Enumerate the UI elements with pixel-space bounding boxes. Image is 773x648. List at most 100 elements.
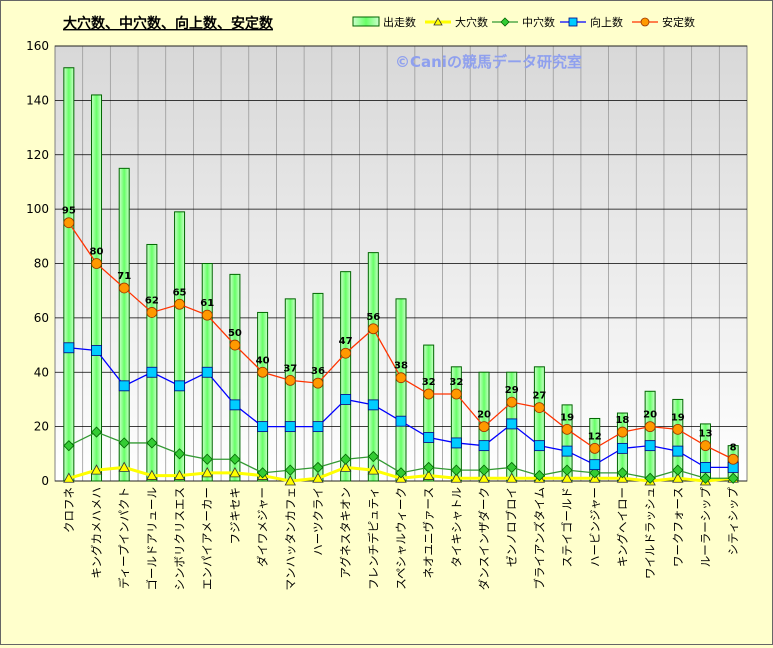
x-tick-label: フジキセキ	[228, 487, 242, 545]
point-中穴数	[229, 453, 241, 465]
point-安定数	[367, 323, 379, 335]
legend-marker	[568, 17, 578, 27]
point-中穴数	[173, 448, 186, 460]
data-label: 13	[699, 429, 713, 440]
point-安定数	[174, 298, 185, 310]
point-中穴数	[672, 464, 684, 476]
point-向上数	[478, 440, 490, 452]
data-label: 12	[588, 431, 602, 442]
x-tick-label: エンパイアメーカー	[200, 487, 214, 590]
point-向上数	[91, 345, 102, 356]
legend-marker	[500, 17, 510, 27]
x-tick-label: フレンチデピュティ	[366, 487, 380, 590]
legend-label: 向上数	[590, 15, 623, 29]
point-向上数	[63, 342, 75, 354]
point-中穴数	[63, 440, 75, 452]
x-tick-label: ワイルドラッシュ	[643, 487, 657, 579]
legend-label: 安定数	[662, 15, 695, 29]
data-label: 20	[477, 410, 491, 421]
point-中穴数	[395, 467, 407, 479]
point-向上数	[450, 437, 462, 449]
point-中穴数	[201, 453, 213, 465]
bar-シンボリクリスエス	[174, 211, 186, 482]
point-向上数	[561, 445, 573, 457]
point-安定数	[146, 307, 158, 318]
point-安定数	[423, 388, 435, 400]
point-大穴数	[672, 472, 684, 483]
point-安定数	[727, 453, 739, 465]
x-tick-label: ゴールドアリュール	[145, 487, 159, 591]
bar-ブライアンズタイム	[533, 366, 545, 482]
data-label: 19	[560, 412, 574, 423]
data-label: 71	[117, 271, 131, 282]
bar-ダイワメジャー	[257, 311, 269, 482]
point-安定数	[229, 339, 241, 351]
point-安定数	[478, 421, 490, 433]
point-大穴数	[339, 461, 352, 472]
point-安定数	[201, 309, 213, 321]
legend-label: 出走数	[383, 15, 416, 29]
point-中穴数	[616, 467, 629, 479]
x-tick-label: シティシップ	[726, 487, 740, 556]
point-安定数	[118, 282, 130, 294]
point-向上数	[423, 432, 435, 443]
point-向上数	[118, 380, 130, 392]
point-安定数	[450, 388, 462, 400]
x-tick-label: ステイゴールド	[560, 487, 574, 568]
point-向上数	[201, 366, 213, 378]
y-tick-label: 100	[26, 202, 49, 216]
legend: 出走数 大穴数 中穴数 向上数 安定数	[352, 15, 695, 29]
point-中穴数	[727, 472, 739, 484]
point-中穴数	[146, 437, 158, 449]
bar-ディープインパクト	[118, 167, 130, 482]
legend-label: 大穴数	[455, 15, 488, 29]
x-tick-label: ゼンノロブロイ	[505, 487, 519, 567]
point-向上数	[367, 399, 379, 411]
point-中穴数	[90, 426, 103, 438]
x-tick-label: クロフネ	[62, 487, 76, 533]
data-label: 50	[228, 328, 242, 339]
point-大穴数	[90, 464, 103, 475]
data-label: 38	[394, 361, 408, 372]
point-中穴数	[312, 461, 324, 473]
x-tick-label: キングヘイロー	[615, 487, 629, 567]
x-tick-label: ルーラーシップ	[698, 487, 712, 568]
x-tick-label: キングカメハメハ	[90, 487, 104, 579]
point-安定数	[506, 396, 518, 408]
point-中穴数	[450, 464, 462, 476]
x-tick-label: ディープインパクト	[117, 487, 131, 589]
point-安定数	[340, 347, 352, 359]
point-大穴数	[229, 467, 241, 478]
x-tick-label: アグネスタキオン	[339, 487, 353, 578]
point-向上数	[534, 440, 545, 452]
y-tick-label: 80	[34, 257, 49, 271]
bar-フレンチデピュティ	[367, 252, 379, 482]
point-向上数	[395, 415, 407, 427]
data-label: 8	[730, 442, 737, 453]
x-tick-label: ハーツクライ	[311, 487, 325, 556]
point-安定数	[672, 423, 684, 435]
y-tick-label: 60	[34, 311, 49, 325]
point-中穴数	[506, 461, 518, 473]
x-tick-label: マンハッタンカフェ	[283, 487, 297, 591]
x-tick-label: ハービンジャー	[588, 487, 602, 567]
data-label: 19	[671, 412, 685, 423]
point-大穴数	[201, 467, 213, 478]
point-安定数	[312, 377, 324, 389]
point-大穴数	[146, 469, 158, 480]
y-tick-label: 160	[26, 39, 49, 53]
point-大穴数	[312, 472, 324, 483]
x-tick-label: ネオユニヴァース	[422, 487, 436, 578]
point-中穴数	[561, 464, 573, 476]
point-向上数	[644, 440, 656, 452]
point-大穴数	[173, 469, 186, 480]
point-安定数	[284, 375, 296, 386]
point-向上数	[617, 442, 628, 454]
point-中穴数	[644, 472, 656, 484]
point-安定数	[617, 426, 628, 438]
point-大穴数	[423, 469, 435, 480]
point-向上数	[146, 366, 158, 378]
data-label: 37	[283, 363, 297, 374]
data-label: 32	[422, 377, 436, 388]
